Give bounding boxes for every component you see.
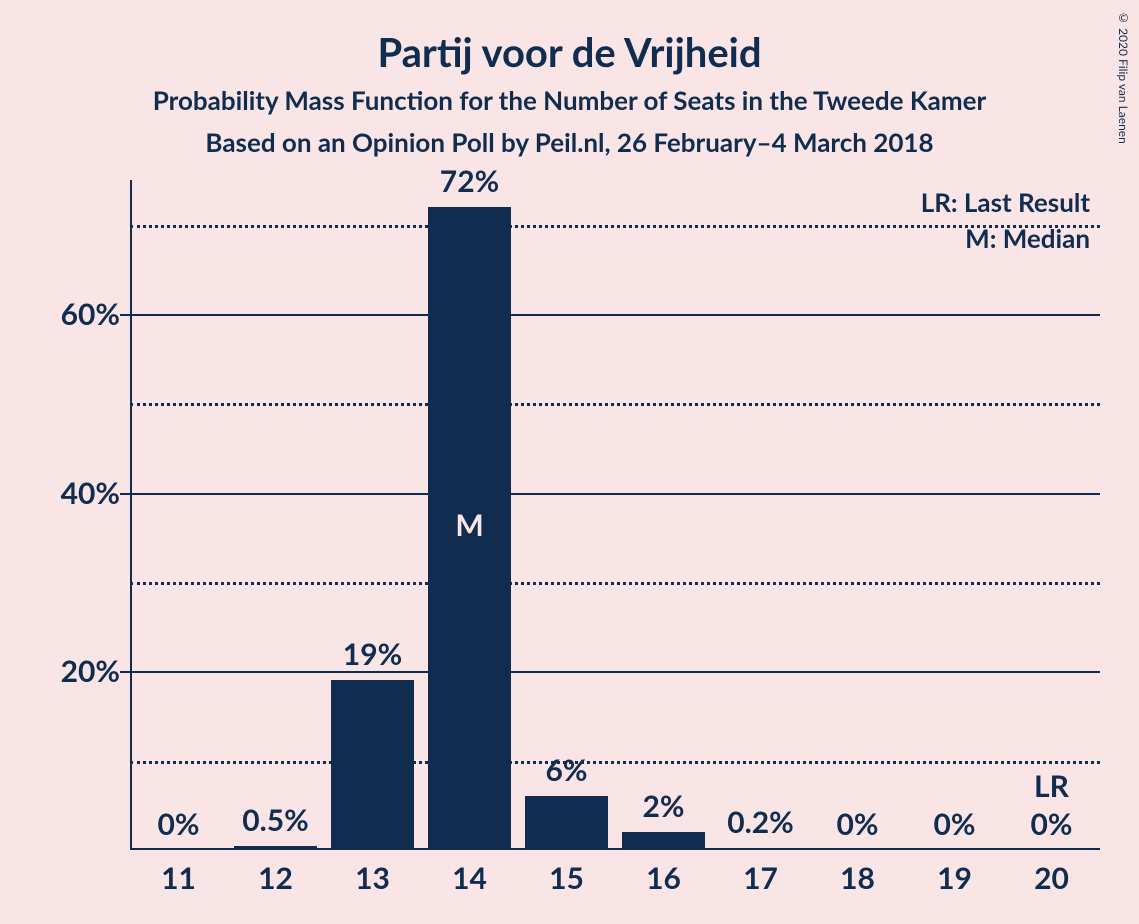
x-axis-label: 18 [840, 860, 875, 896]
copyright-text: © 2020 Filip van Laenen [1116, 10, 1131, 144]
bar-value-label: 0% [1031, 806, 1073, 842]
legend-lr: LR: Last Result [921, 186, 1090, 218]
gridline-minor [130, 225, 1100, 228]
y-axis-label: 60% [20, 296, 120, 332]
bar [719, 848, 801, 850]
bar [331, 680, 413, 850]
x-axis-label: 12 [258, 860, 293, 896]
x-axis-label: 11 [161, 860, 196, 896]
chart-subtitle-1: Probability Mass Function for the Number… [0, 84, 1139, 116]
bar-value-label: 0% [837, 806, 879, 842]
bar-value-label: 0% [158, 806, 200, 842]
bar-value-label: 72% [440, 163, 499, 199]
gridline-minor [130, 582, 1100, 585]
bar [622, 832, 704, 850]
legend-median: M: Median [965, 222, 1090, 254]
x-axis-label: 16 [646, 860, 681, 896]
y-axis-label: 40% [20, 475, 120, 511]
x-axis-label: 19 [937, 860, 972, 896]
gridline-minor [130, 761, 1100, 764]
chart-title: Partij voor de Vrijheid [0, 28, 1139, 76]
chart-subtitle-2: Based on an Opinion Poll by Peil.nl, 26 … [0, 126, 1139, 158]
gridline-major [130, 671, 1100, 673]
y-tick-mark [120, 314, 130, 316]
y-axis-label: 20% [20, 653, 120, 689]
x-axis-label: 13 [355, 860, 390, 896]
y-axis [130, 180, 132, 850]
plot-area: 20%40%60%110%120.5%1319%1472%M156%162%17… [130, 180, 1100, 850]
bar-value-label: 0.2% [727, 804, 794, 840]
x-axis-label: 14 [452, 860, 487, 896]
bar [234, 846, 316, 850]
bar-value-label: 0% [934, 806, 976, 842]
gridline-minor [130, 403, 1100, 406]
y-tick-mark [120, 671, 130, 673]
median-marker: M [455, 507, 483, 543]
bar [525, 796, 607, 850]
last-result-marker: LR [1034, 768, 1069, 804]
y-tick-mark [120, 493, 130, 495]
bar-value-label: 0.5% [242, 802, 309, 838]
gridline-major [130, 493, 1100, 495]
x-axis-label: 15 [549, 860, 584, 896]
x-axis-label: 17 [743, 860, 778, 896]
x-axis-label: 20 [1034, 860, 1069, 896]
bar-value-label: 19% [343, 636, 402, 672]
gridline-major [130, 314, 1100, 316]
bar-value-label: 2% [643, 788, 685, 824]
bar-value-label: 6% [546, 752, 588, 788]
